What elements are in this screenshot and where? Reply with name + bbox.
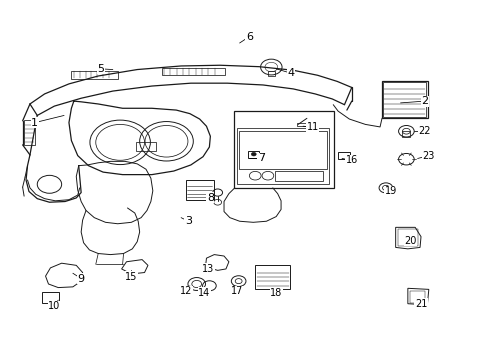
- Bar: [136, 142, 156, 151]
- Text: 10: 10: [48, 301, 61, 311]
- Text: 21: 21: [414, 299, 427, 309]
- Text: 23: 23: [422, 150, 434, 161]
- Bar: [383, 82, 426, 117]
- Bar: [161, 68, 224, 75]
- Bar: [267, 71, 275, 76]
- Text: 11: 11: [306, 122, 318, 132]
- Bar: [248, 150, 259, 158]
- Text: 8: 8: [206, 193, 213, 203]
- Bar: [185, 180, 214, 200]
- Text: 5: 5: [97, 64, 104, 74]
- Bar: [397, 229, 417, 246]
- Text: 12: 12: [180, 286, 192, 296]
- Text: 9: 9: [78, 274, 84, 284]
- Text: 2: 2: [421, 96, 427, 106]
- Text: 7: 7: [258, 153, 264, 163]
- Text: 14: 14: [198, 288, 210, 298]
- Bar: [233, 111, 333, 188]
- Text: 17: 17: [230, 286, 243, 296]
- Text: 22: 22: [418, 126, 430, 135]
- Text: 15: 15: [125, 272, 137, 282]
- Text: 4: 4: [286, 68, 294, 78]
- Circle shape: [251, 152, 256, 156]
- Text: 1: 1: [31, 118, 38, 128]
- Bar: [297, 123, 306, 126]
- Bar: [71, 71, 118, 78]
- Text: 3: 3: [184, 216, 191, 226]
- Text: 16: 16: [345, 155, 357, 165]
- Bar: [237, 128, 328, 184]
- Text: 13: 13: [202, 264, 214, 274]
- Bar: [238, 131, 327, 169]
- Text: 18: 18: [269, 288, 282, 298]
- Bar: [402, 131, 409, 137]
- Bar: [381, 81, 427, 118]
- Bar: [255, 265, 290, 289]
- Bar: [42, 292, 59, 303]
- Text: 19: 19: [384, 186, 396, 197]
- Bar: [337, 152, 349, 159]
- Bar: [24, 120, 35, 145]
- Bar: [274, 171, 322, 181]
- Bar: [409, 291, 424, 303]
- Text: 6: 6: [245, 32, 252, 41]
- Text: 20: 20: [403, 236, 416, 246]
